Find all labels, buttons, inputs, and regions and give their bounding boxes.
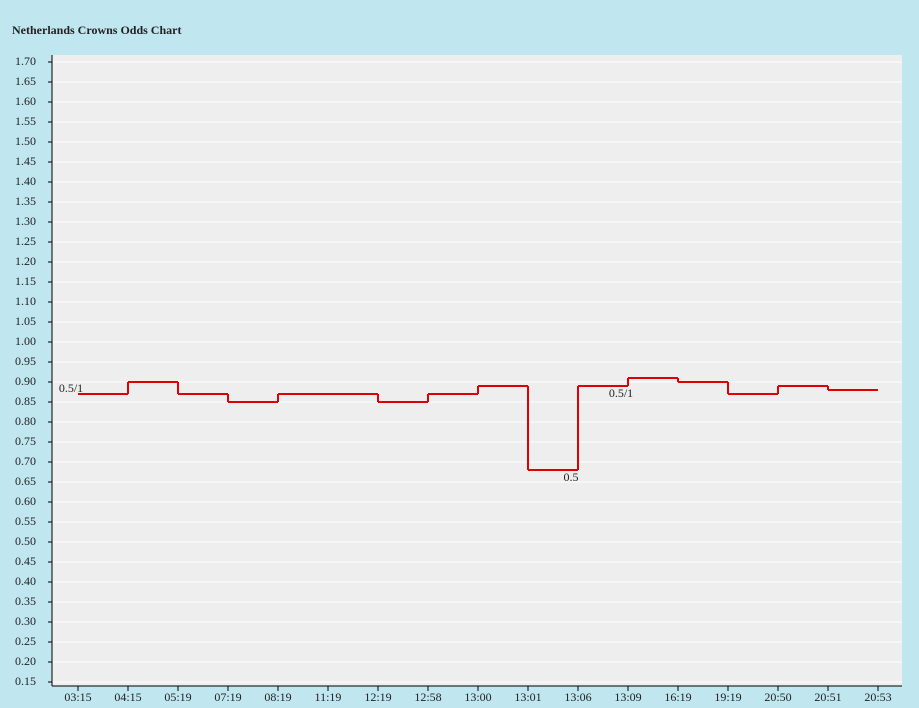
y-tick-label: 1.60 — [15, 94, 36, 108]
y-tick-label: 0.60 — [15, 494, 36, 508]
y-tick-label: 0.45 — [15, 554, 36, 568]
x-tick-label: 13:09 — [614, 690, 641, 704]
y-tick-label: 1.70 — [15, 54, 36, 68]
annotation: 0.5/1 — [59, 381, 83, 395]
y-tick-label: 0.25 — [15, 634, 36, 648]
x-tick-label: 20:51 — [814, 690, 841, 704]
annotation: 0.5 — [564, 470, 579, 484]
x-tick-label: 04:15 — [114, 690, 141, 704]
y-tick-label: 1.65 — [15, 74, 36, 88]
y-tick-label: 1.45 — [15, 154, 36, 168]
x-tick-label: 19:19 — [714, 690, 741, 704]
x-tick-label: 11:19 — [315, 690, 342, 704]
x-tick-label: 13:06 — [564, 690, 591, 704]
x-tick-label: 03:15 — [64, 690, 91, 704]
y-tick-label: 0.70 — [15, 454, 36, 468]
x-tick-label: 13:01 — [514, 690, 541, 704]
y-tick-label: 1.20 — [15, 254, 36, 268]
y-tick-label: 0.50 — [15, 534, 36, 548]
y-tick-label: 0.85 — [15, 394, 36, 408]
y-tick-label: 1.15 — [15, 274, 36, 288]
annotation: 0.5/1 — [609, 386, 633, 400]
y-tick-label: 1.55 — [15, 114, 36, 128]
x-tick-label: 20:50 — [764, 690, 791, 704]
y-tick-label: 1.10 — [15, 294, 36, 308]
x-tick-label: 12:19 — [364, 690, 391, 704]
y-tick-label: 0.30 — [15, 614, 36, 628]
y-tick-label: 1.35 — [15, 194, 36, 208]
x-tick-label: 20:53 — [864, 690, 891, 704]
y-tick-label: 0.20 — [15, 654, 36, 668]
y-tick-label: 1.30 — [15, 214, 36, 228]
x-tick-label: 08:19 — [264, 690, 291, 704]
y-tick-label: 0.90 — [15, 374, 36, 388]
y-tick-label: 0.80 — [15, 414, 36, 428]
y-tick-label: 1.00 — [15, 334, 36, 348]
y-tick-label: 0.95 — [15, 354, 36, 368]
y-tick-label: 1.40 — [15, 174, 36, 188]
y-tick-label: 0.15 — [15, 674, 36, 688]
y-tick-label: 0.40 — [15, 574, 36, 588]
x-tick-label: 05:19 — [164, 690, 191, 704]
x-tick-label: 16:19 — [664, 690, 691, 704]
y-tick-label: 1.50 — [15, 134, 36, 148]
y-tick-label: 0.75 — [15, 434, 36, 448]
y-tick-label: 0.55 — [15, 514, 36, 528]
chart-title: Netherlands Crowns Odds Chart — [12, 23, 181, 37]
x-tick-label: 13:00 — [464, 690, 491, 704]
y-tick-label: 1.05 — [15, 314, 36, 328]
x-tick-label: 07:19 — [214, 690, 241, 704]
y-tick-label: 0.35 — [15, 594, 36, 608]
x-tick-label: 12:58 — [414, 690, 441, 704]
y-tick-label: 0.65 — [15, 474, 36, 488]
plot-area — [52, 55, 902, 686]
y-tick-label: 1.25 — [15, 234, 36, 248]
